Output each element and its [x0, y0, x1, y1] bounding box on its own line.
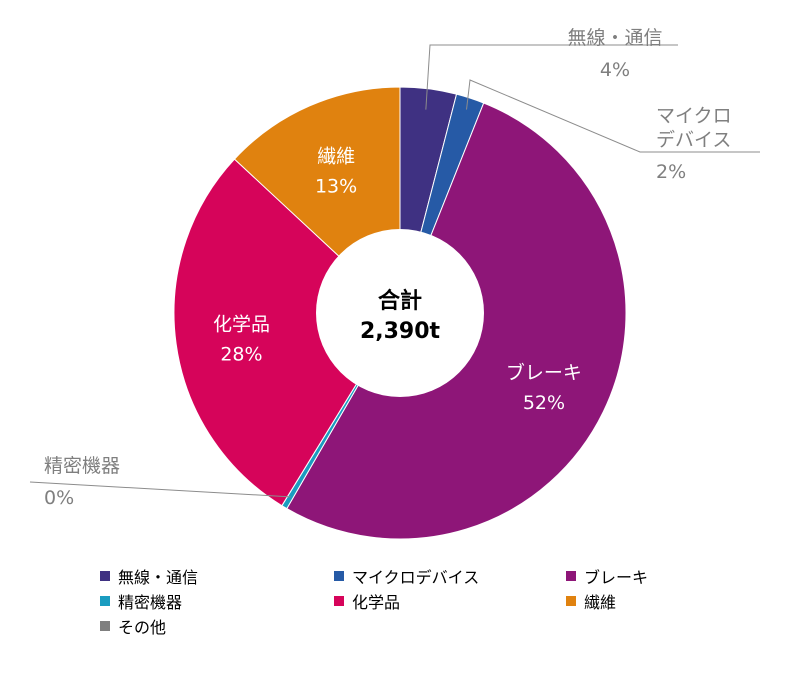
legend-label: 繊維 — [584, 592, 617, 612]
center-label-title: 合計 — [378, 288, 422, 314]
legend-swatch — [100, 570, 110, 581]
legend-item: 無線・通信 — [100, 565, 334, 587]
legend: 無線・通信 マイクロデバイス ブレーキ精密機器 化学品 繊維その他 — [100, 565, 720, 637]
legend-label: 化学品 — [352, 592, 401, 612]
legend-swatch — [100, 595, 110, 606]
pie-slice-4 — [173, 158, 401, 507]
legend-item: 繊維 — [566, 590, 716, 612]
slice-label-percent: 52% — [523, 392, 565, 414]
legend-label: マイクロデバイス — [352, 567, 480, 587]
slice-label-percent: 28% — [220, 344, 262, 366]
legend-swatch — [334, 595, 344, 606]
leader-line — [425, 44, 678, 110]
slice-label-name: マイクロ — [656, 105, 732, 127]
legend-item: マイクロデバイス — [334, 565, 566, 587]
legend-item: ブレーキ — [566, 565, 716, 587]
legend-item: その他 — [100, 615, 334, 637]
center-label-total: 2,390t — [360, 319, 441, 344]
slice-label-name: ブレーキ — [506, 361, 582, 384]
slice-label-name: 精密機器 — [44, 455, 120, 477]
slice-label-percent: 4% — [600, 59, 630, 81]
leader-lines-group — [29, 44, 760, 498]
slice-label-percent: 13% — [315, 175, 357, 197]
legend-label: ブレーキ — [584, 567, 649, 587]
slice-label-name: 化学品 — [213, 314, 270, 336]
legend-label: 無線・通信 — [118, 567, 199, 587]
legend-item: 精密機器 — [100, 590, 334, 612]
legend-item: 化学品 — [334, 590, 566, 612]
legend-label: その他 — [118, 617, 167, 637]
legend-swatch — [100, 620, 110, 631]
slice-label-percent: 2% — [656, 161, 686, 183]
donut-hole — [316, 229, 484, 397]
legend-label: 精密機器 — [118, 592, 183, 612]
leader-line — [29, 481, 291, 498]
legend-swatch — [334, 570, 344, 581]
leader-line — [466, 79, 760, 153]
legend-swatch — [566, 595, 576, 606]
slice-labels-group: ブレーキ 52% 化学品 28% 繊維 13% 無線・通信 4% マイクロデバイス 2% 精密機器 0… — [44, 27, 732, 509]
slice-label-name: 無線・通信 — [567, 27, 662, 49]
slice-label-percent: 0% — [44, 487, 74, 509]
slice-label-name: 繊維 — [317, 145, 355, 167]
slice-label-name: デバイス — [656, 129, 731, 151]
legend-swatch — [566, 570, 576, 581]
